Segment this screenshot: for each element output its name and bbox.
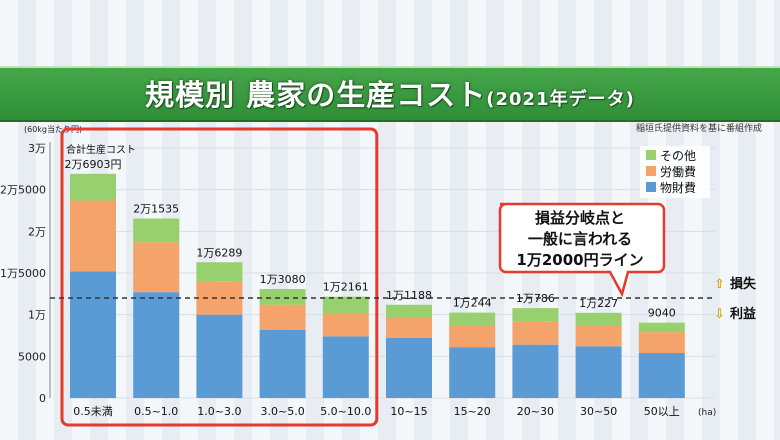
bar-segment [512, 308, 559, 322]
callout-line: 1万2000円ライン [516, 251, 643, 269]
labels-layer: 0.5未満 2万6903円 合計生産コスト 0.5~1.0 2万1535 1.0~3.0 1… [50, 143, 757, 418]
up-arrow-icon: ⇧ [714, 277, 725, 292]
bar-segment [638, 353, 685, 398]
loss-label: 損失 [730, 276, 757, 292]
total-label: 2万1535 [133, 203, 179, 216]
profit-label: 利益 [730, 306, 756, 322]
x-tick-label: 20~30 [517, 405, 554, 418]
bar-segment [70, 200, 116, 272]
bar-segment [196, 262, 243, 282]
total-label: 1万3080 [260, 273, 306, 286]
y-tick-label: 2万5000 [0, 184, 46, 197]
bars-layer [70, 173, 685, 398]
x-tick-label: 3.0~5.0 [260, 405, 304, 418]
y-tick-label: 2万 [28, 225, 46, 238]
bar-segment [386, 304, 432, 318]
x-tick-label: 15~20 [454, 405, 491, 418]
bar-segment [259, 329, 306, 398]
total-label: 1万1188 [386, 289, 432, 302]
bar-segment [386, 338, 432, 398]
bar-segment [575, 346, 622, 398]
callout-line: 一般に言われる [528, 230, 632, 248]
bar-segment [322, 313, 369, 337]
bar-segment [322, 336, 369, 398]
bar-segment [259, 289, 306, 305]
legend-label: その他 [660, 149, 696, 163]
bar-segment [638, 322, 685, 333]
callout-line: 損益分岐点と [535, 209, 625, 227]
bar-segment [638, 332, 685, 353]
callout-bubble [498, 202, 666, 298]
y-tick-label: 1万 [28, 309, 46, 322]
bar-segment [575, 325, 622, 347]
total-label: 9040 [648, 307, 676, 320]
source-note: 稲垣氏提供資料を基に番組作成 [635, 124, 762, 134]
total-caption: 合計生産コスト [66, 143, 136, 156]
y-tick-label: 5000 [18, 350, 46, 363]
legend-swatch [646, 150, 656, 160]
x-tick-label: 50以上 [644, 405, 680, 418]
x-tick-label: 5.0~10.0 [320, 405, 371, 418]
bar-segment [70, 271, 116, 398]
legend-swatch [646, 166, 656, 176]
bar-segment [322, 296, 369, 313]
y-tick-label: 1万5000 [0, 267, 46, 280]
bar-segment [70, 173, 116, 201]
y-unit-label: (60kg当たり円) [24, 124, 82, 134]
bar-segment [449, 312, 496, 326]
bar-segment [196, 314, 243, 398]
x-unit-label: (ha) [698, 408, 716, 418]
bar-segment [575, 312, 622, 326]
x-tick-label: 30~50 [580, 405, 617, 418]
title-band [0, 66, 780, 122]
legend-label: 労働費 [660, 164, 696, 179]
x-tick-label: 1.0~3.0 [197, 405, 241, 418]
bar-segment [133, 292, 180, 398]
x-tick-label: 10~15 [390, 405, 427, 418]
highlight-box [60, 127, 379, 427]
total-label: 1万244 [453, 297, 492, 310]
title-subtitle: (2021年データ) [486, 89, 635, 110]
bar-segment [133, 242, 180, 293]
bar-segment [449, 347, 496, 398]
bar-segment [386, 318, 432, 338]
total-label: 1万227 [579, 297, 618, 310]
x-tick-label: 0.5~1.0 [134, 405, 178, 418]
total-label: 1万6289 [196, 246, 242, 259]
x-tick-label: 0.5未満 [73, 405, 113, 418]
bar-segment [259, 304, 306, 330]
bar-segment [512, 344, 559, 398]
y-tick-label: 3万 [28, 142, 46, 155]
bar-segment [449, 325, 496, 348]
total-label: 1万786 [516, 292, 555, 305]
total-label: 2万6903円 [65, 158, 122, 171]
title-main: 規模別 農家の生産コスト [145, 78, 487, 112]
bar-segment [133, 218, 180, 243]
bar-segment [512, 321, 559, 345]
legend-swatch [646, 182, 656, 192]
legend-label: 物財費 [660, 180, 696, 195]
y-tick-label: 0 [39, 392, 46, 405]
chart-title: 規模別 農家の生産コスト(2021年データ) [0, 72, 780, 114]
down-arrow-icon: ⇩ [714, 307, 725, 322]
total-label: 1万2161 [323, 281, 369, 294]
